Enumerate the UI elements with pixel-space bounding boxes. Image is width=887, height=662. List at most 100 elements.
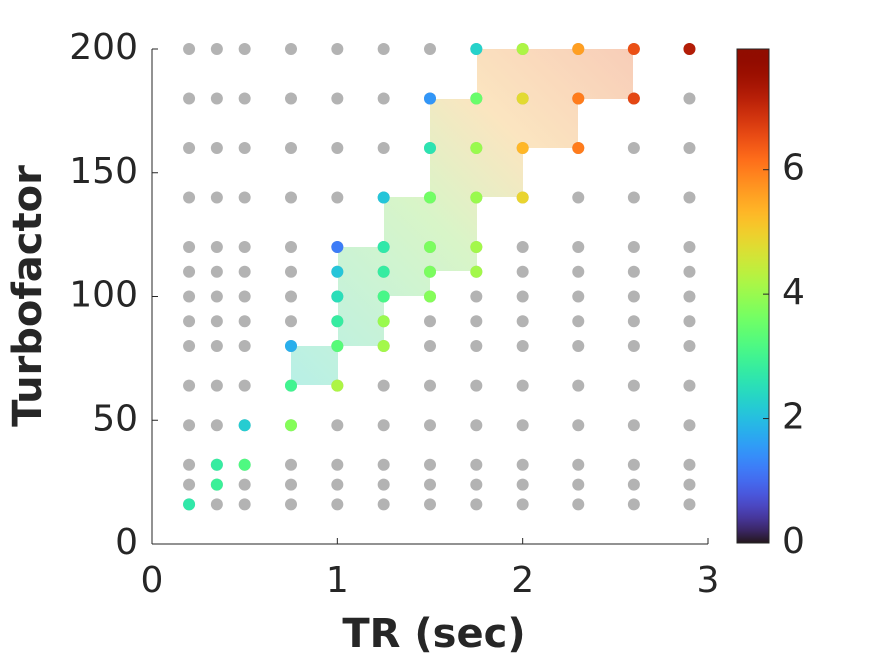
colorbar-tick-label: 6 <box>782 148 805 189</box>
colorbar-tick-label: 0 <box>782 521 805 562</box>
data-point <box>285 419 297 432</box>
sample-point <box>238 142 251 154</box>
colorbar <box>736 48 770 544</box>
data-point <box>377 265 390 278</box>
sample-point <box>238 478 251 491</box>
data-point <box>424 265 436 278</box>
sample-point <box>285 191 297 204</box>
sample-point <box>516 265 529 278</box>
sample-point <box>516 419 529 432</box>
y-tick-label: 100 <box>69 275 138 316</box>
sample-point <box>516 478 529 491</box>
sample-point <box>183 340 196 352</box>
sample-point <box>516 340 529 352</box>
data-point <box>331 315 344 328</box>
sample-point <box>424 478 436 491</box>
data-point <box>572 43 585 55</box>
sample-point <box>183 241 196 253</box>
data-point <box>377 191 390 204</box>
sample-point <box>285 43 297 55</box>
data-point <box>470 43 483 55</box>
sample-point <box>516 241 529 253</box>
data-point <box>516 191 529 204</box>
sample-point <box>470 458 483 471</box>
sample-point <box>470 315 483 328</box>
sample-point <box>285 290 297 303</box>
sample-point <box>238 43 251 55</box>
data-point <box>285 379 297 392</box>
sample-point <box>572 379 585 392</box>
data-point <box>238 419 251 432</box>
sample-point <box>377 498 390 511</box>
sample-point <box>183 419 196 432</box>
data-point <box>331 241 344 253</box>
sample-point <box>572 498 585 511</box>
colorbar-tick-label: 4 <box>782 272 805 313</box>
sample-point <box>424 419 436 432</box>
x-tick-label: 0 <box>141 560 164 601</box>
data-point <box>470 191 483 204</box>
sample-point <box>683 478 696 491</box>
sample-point <box>285 142 297 154</box>
sample-point <box>572 191 585 204</box>
sample-point <box>470 290 483 303</box>
sample-point <box>377 458 390 471</box>
sample-point <box>683 498 696 511</box>
data-point <box>627 92 640 105</box>
sample-point <box>331 142 344 154</box>
sample-point <box>572 315 585 328</box>
sample-point <box>285 92 297 105</box>
sample-point <box>238 290 251 303</box>
sample-point <box>470 498 483 511</box>
data-point <box>238 458 251 471</box>
sample-point <box>285 265 297 278</box>
data-point <box>572 92 585 105</box>
sample-point <box>183 92 196 105</box>
sample-point <box>683 241 696 253</box>
sample-point <box>683 458 696 471</box>
data-point <box>285 340 297 352</box>
data-point <box>377 241 390 253</box>
data-point <box>183 498 196 511</box>
sample-point <box>183 315 196 328</box>
sample-point <box>331 191 344 204</box>
sample-point <box>210 498 223 511</box>
sample-point <box>572 265 585 278</box>
sample-point <box>238 498 251 511</box>
sample-point <box>516 290 529 303</box>
sample-point <box>627 379 640 392</box>
sample-point <box>572 241 585 253</box>
sample-point <box>627 340 640 352</box>
data-point <box>470 92 483 105</box>
sample-point <box>424 340 436 352</box>
sample-point <box>683 340 696 352</box>
sample-point <box>238 191 251 204</box>
sample-point <box>210 379 223 392</box>
y-tick-label: 200 <box>69 27 138 68</box>
data-point <box>377 315 390 328</box>
sample-point <box>683 265 696 278</box>
sample-point <box>238 92 251 105</box>
x-tick-label: 2 <box>511 560 534 601</box>
y-tick-label: 0 <box>115 522 138 563</box>
sample-point <box>210 191 223 204</box>
sample-point <box>377 379 390 392</box>
sample-point <box>285 498 297 511</box>
optimal-region <box>291 49 633 385</box>
sample-point <box>516 315 529 328</box>
sample-point <box>377 43 390 55</box>
data-point <box>331 340 344 352</box>
sample-point <box>627 290 640 303</box>
data-point <box>331 379 344 392</box>
sample-point <box>516 498 529 511</box>
sample-point <box>285 241 297 253</box>
sample-point <box>331 458 344 471</box>
sample-point <box>424 458 436 471</box>
sample-point <box>470 478 483 491</box>
sample-point <box>683 315 696 328</box>
sample-point <box>331 43 344 55</box>
sample-point <box>627 191 640 204</box>
sample-point <box>238 315 251 328</box>
data-point <box>331 265 344 278</box>
sample-point <box>183 290 196 303</box>
